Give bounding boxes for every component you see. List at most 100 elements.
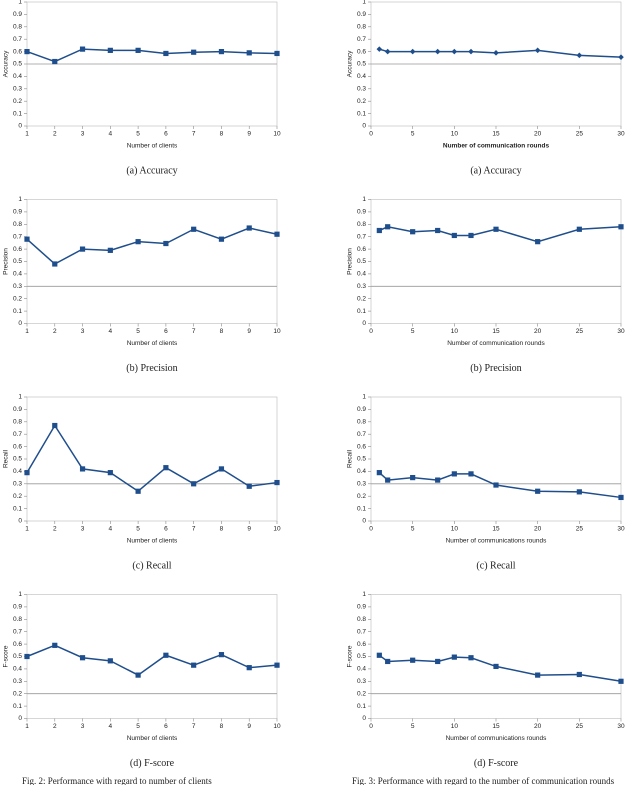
x-tick-label: 2: [53, 723, 57, 730]
y-tick-label: 0.7: [357, 36, 366, 43]
marker: [434, 48, 441, 55]
x-tick-label: 4: [109, 526, 113, 533]
marker: [107, 470, 113, 476]
y-tick-label: 0.4: [357, 271, 366, 278]
x-tick-label: 1: [25, 526, 29, 533]
marker: [274, 231, 280, 237]
y-tick-label: 0: [18, 518, 22, 525]
marker: [24, 653, 30, 660]
marker: [435, 658, 441, 665]
marker: [410, 657, 416, 663]
plot-frame: [370, 396, 622, 522]
marker: [135, 47, 141, 53]
x-tick-label: 6: [164, 723, 168, 730]
marker: [376, 652, 382, 658]
marker: [451, 232, 457, 239]
data-line: [379, 48, 622, 58]
x-tick-label: 9: [247, 131, 251, 138]
y-tick-label: 0.7: [357, 233, 366, 240]
marker: [376, 227, 382, 234]
y-tick-label: 0: [362, 715, 366, 722]
y-tick-label: 0.5: [13, 258, 22, 265]
y-tick-label: 0.4: [13, 666, 22, 673]
x-tick-label: 5: [411, 526, 415, 533]
x-tick-label: 15: [492, 526, 500, 533]
x-tick-label: 30: [617, 723, 625, 730]
y-tick-label: 0: [18, 715, 22, 722]
marker: [535, 672, 541, 678]
y-tick-label: 1: [18, 0, 22, 6]
x-tick-label: 3: [81, 723, 85, 730]
y-tick-label: 0.2: [357, 98, 366, 105]
x-tick-label: 8: [220, 723, 224, 730]
marker: [618, 494, 624, 501]
y-tick-label: 0.2: [13, 295, 22, 302]
y-tick-label: 1: [18, 394, 22, 401]
x-tick-label: 2: [53, 526, 57, 533]
y-tick-label: 0.5: [357, 653, 366, 660]
x-tick-label: 1: [25, 328, 29, 335]
marker: [24, 470, 30, 476]
y-tick-label: 0.3: [357, 283, 366, 290]
x-tick-label: 15: [492, 328, 500, 335]
caption: (c) Recall: [476, 560, 515, 571]
marker: [79, 46, 86, 52]
marker: [24, 49, 30, 55]
x-tick-label: 10: [273, 526, 281, 533]
y-axis-label: Accuracy: [3, 50, 10, 77]
x-tick-label: 9: [247, 526, 251, 533]
marker: [191, 49, 197, 55]
y-tick-label: 0: [18, 123, 22, 130]
marker: [468, 232, 474, 239]
marker: [618, 224, 624, 230]
caption: (d) F-score: [130, 758, 175, 769]
y-tick-label: 0.6: [13, 443, 22, 450]
marker: [218, 236, 225, 242]
marker: [135, 488, 141, 494]
y-tick-label: 0: [362, 123, 366, 130]
y-tick-label: 0.7: [13, 233, 22, 240]
marker: [52, 422, 58, 429]
x-tick-label: 6: [164, 131, 168, 138]
x-tick-label: 20: [534, 526, 542, 533]
y-tick-label: 0: [18, 320, 22, 327]
marker: [493, 226, 499, 232]
y-tick-label: 0.2: [357, 295, 366, 302]
plot-frame: [26, 199, 278, 324]
x-tick-label: 5: [136, 526, 140, 533]
y-tick-label: 0.3: [357, 481, 366, 488]
marker: [163, 465, 169, 471]
marker: [576, 226, 582, 232]
marker: [191, 662, 197, 668]
data-line: [26, 424, 278, 493]
x-tick-label: 3: [81, 526, 85, 533]
x-axis-label: Number of clients: [127, 735, 178, 742]
y-tick-label: 0.7: [357, 628, 366, 635]
x-tick-label: 1: [25, 723, 29, 730]
marker: [385, 224, 391, 230]
y-tick-label: 0.9: [357, 11, 366, 18]
plot-frame: [370, 594, 622, 719]
x-tick-label: 20: [534, 328, 542, 335]
x-tick-label: 0: [369, 723, 373, 730]
x-axis-label: Number of clients: [127, 143, 178, 150]
x-axis-label: Number of communications rounds: [446, 538, 548, 545]
y-tick-label: 0.1: [357, 703, 366, 710]
y-tick-label: 0.3: [13, 678, 22, 685]
x-axis-label: Number of communication rounds: [447, 340, 545, 347]
marker: [493, 482, 499, 488]
y-tick-label: 0: [362, 320, 366, 327]
x-tick-label: 25: [576, 526, 584, 533]
marker: [376, 470, 382, 476]
y-tick-label: 0.8: [13, 24, 22, 31]
y-tick-label: 0.5: [357, 258, 366, 265]
marker: [135, 239, 141, 245]
marker: [246, 483, 252, 489]
marker: [79, 246, 86, 252]
marker: [535, 239, 541, 245]
marker: [468, 655, 474, 661]
marker: [534, 47, 541, 54]
caption: (a) Accuracy: [470, 165, 521, 176]
y-tick-label: 0.2: [13, 493, 22, 500]
x-tick-label: 2: [53, 328, 57, 335]
